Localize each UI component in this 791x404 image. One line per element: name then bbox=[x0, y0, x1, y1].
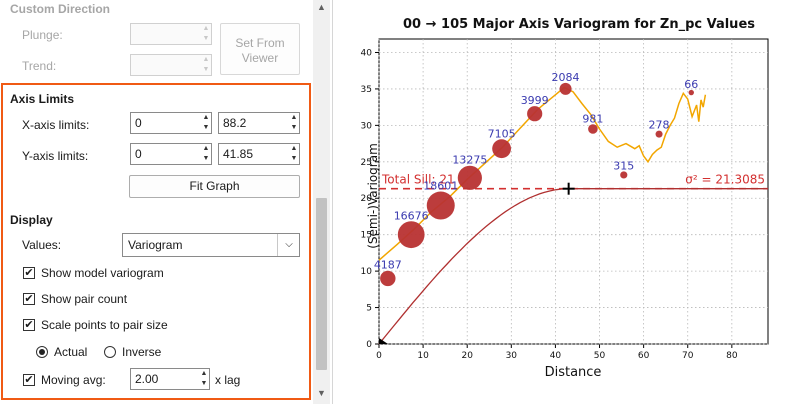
display-title: Display bbox=[10, 213, 53, 227]
y-max-input[interactable]: 41.85 ▲ ▼ bbox=[218, 143, 300, 165]
spin-arrows-icon[interactable]: ▲ ▼ bbox=[290, 114, 298, 131]
y-tick-label: 20 bbox=[361, 194, 373, 204]
pair-count-label: 13275 bbox=[452, 154, 487, 167]
y-tick-label: 15 bbox=[361, 231, 372, 241]
y-min-input[interactable]: 0 ▲ ▼ bbox=[130, 143, 212, 165]
variogram-point bbox=[397, 221, 425, 249]
fit-graph-button[interactable]: Fit Graph bbox=[129, 175, 300, 198]
spin-arrows-icon: ▲ ▼ bbox=[202, 56, 210, 73]
y-tick-label: 40 bbox=[361, 48, 373, 58]
x-tick-label: 30 bbox=[506, 351, 518, 361]
show-pair-count-checkbox[interactable]: ✔ bbox=[23, 293, 35, 305]
y-tick-label: 35 bbox=[361, 85, 372, 95]
moving-avg-label: Moving avg: bbox=[41, 373, 106, 387]
spin-arrows-icon[interactable]: ▲ ▼ bbox=[200, 370, 208, 387]
moving-avg-input[interactable]: 2.00 ▲ ▼ bbox=[130, 368, 210, 390]
pair-count-label: 278 bbox=[649, 119, 670, 132]
pair-count-label: 2084 bbox=[552, 71, 580, 84]
scroll-up-icon[interactable]: ▲ bbox=[317, 2, 326, 12]
x-min-input[interactable]: 0 ▲ ▼ bbox=[130, 112, 212, 134]
variogram-point bbox=[380, 270, 396, 287]
pair-count-label: 18601 bbox=[423, 180, 458, 193]
pair-count-label: 315 bbox=[613, 159, 634, 172]
scrollbar-thumb[interactable] bbox=[316, 198, 327, 370]
y-tick-label: 0 bbox=[366, 340, 372, 350]
panel-scrollbar[interactable]: ▲ ▼ bbox=[313, 0, 330, 404]
show-model-label[interactable]: Show model variogram bbox=[41, 266, 164, 280]
settings-panel: Custom Direction Plunge: ▲ ▼ Trend: ▲ ▼ Se… bbox=[0, 0, 333, 404]
origin-marker bbox=[379, 338, 388, 344]
y-tick-label: 10 bbox=[361, 267, 373, 277]
set-from-viewer-button: Set From Viewer bbox=[220, 23, 300, 75]
x-axis-label: Distance bbox=[545, 365, 602, 380]
variogram-point bbox=[588, 124, 598, 134]
radio-inverse-label[interactable]: Inverse bbox=[122, 345, 162, 359]
y-tick-label: 30 bbox=[361, 121, 373, 131]
x-tick-label: 40 bbox=[550, 351, 562, 361]
scroll-down-icon[interactable]: ▼ bbox=[317, 388, 326, 398]
x-tick-label: 80 bbox=[726, 351, 738, 361]
variogram-point bbox=[655, 130, 663, 138]
variogram-chart: 00 → 105 Major Axis Variogram for Zn_pc … bbox=[361, 17, 769, 380]
y-axis-limits-label: Y-axis limits: bbox=[22, 149, 89, 163]
spin-arrows-icon: ▲ ▼ bbox=[202, 25, 210, 42]
variogram-point bbox=[620, 171, 628, 179]
trend-input: ▲ ▼ bbox=[130, 54, 212, 76]
chevron-down-icon[interactable]: ⌵ bbox=[277, 234, 300, 256]
chart-area: 00 → 105 Major Axis Variogram for Zn_pc … bbox=[333, 0, 791, 404]
spin-arrows-icon[interactable]: ▲ ▼ bbox=[202, 114, 210, 131]
values-label: Values: bbox=[22, 238, 62, 252]
x-tick-label: 50 bbox=[594, 351, 606, 361]
variogram-point bbox=[426, 191, 455, 220]
x-tick-label: 20 bbox=[461, 351, 473, 361]
pair-count-label: 981 bbox=[582, 112, 603, 125]
trend-label: Trend: bbox=[22, 59, 57, 73]
radio-actual-label[interactable]: Actual bbox=[54, 345, 88, 359]
custom-direction-title: Custom Direction bbox=[10, 2, 111, 16]
variogram-point bbox=[457, 165, 482, 190]
show-model-checkbox[interactable]: ✔ bbox=[23, 267, 35, 279]
moving-average-line bbox=[378, 86, 707, 261]
chart-title: 00 → 105 Major Axis Variogram for Zn_pc … bbox=[403, 17, 755, 32]
variogram-point bbox=[492, 139, 512, 159]
spin-arrows-icon[interactable]: ▲ ▼ bbox=[290, 145, 298, 162]
show-pair-count-label[interactable]: Show pair count bbox=[41, 292, 128, 306]
y-axis-label: (Semi-)Variogram bbox=[366, 143, 380, 249]
x-tick-label: 10 bbox=[417, 351, 429, 361]
moving-avg-unit: x lag bbox=[215, 373, 241, 387]
pair-count-label: 66 bbox=[684, 78, 698, 91]
pair-count-label: 7105 bbox=[488, 127, 516, 140]
axis-limits-title: Axis Limits bbox=[10, 92, 75, 106]
pair-count-label: 4187 bbox=[374, 259, 402, 272]
x-tick-label: 60 bbox=[638, 351, 650, 361]
radio-inverse[interactable] bbox=[104, 346, 116, 358]
x-tick-label: 0 bbox=[376, 351, 382, 361]
x-max-input[interactable]: 88.2 ▲ ▼ bbox=[218, 112, 300, 134]
moving-avg-checkbox[interactable]: ✔ bbox=[23, 374, 35, 386]
y-tick-label: 25 bbox=[361, 158, 372, 168]
x-axis-limits-label: X-axis limits: bbox=[22, 118, 90, 132]
spin-arrows-icon[interactable]: ▲ ▼ bbox=[202, 145, 210, 162]
variogram-point bbox=[559, 82, 572, 95]
scale-points-label[interactable]: Scale points to pair size bbox=[41, 318, 168, 332]
y-tick-label: 5 bbox=[366, 304, 372, 314]
variogram-point bbox=[688, 89, 694, 96]
values-select[interactable]: Variogram ⌵ bbox=[122, 233, 300, 257]
values-selected: Variogram bbox=[128, 238, 183, 252]
highlight-box bbox=[1, 83, 311, 400]
pair-count-label: 16676 bbox=[394, 209, 429, 222]
scale-points-checkbox[interactable]: ✔ bbox=[23, 319, 35, 331]
plunge-label: Plunge: bbox=[22, 28, 63, 42]
variogram-point bbox=[527, 106, 543, 122]
radio-actual[interactable] bbox=[36, 346, 48, 358]
pair-count-label: 3999 bbox=[521, 94, 549, 107]
sill-value-label: σ² = 21.3085 bbox=[685, 173, 765, 187]
plunge-input: ▲ ▼ bbox=[130, 23, 212, 45]
x-tick-label: 70 bbox=[682, 351, 694, 361]
sill-label: Total Sill: 21 bbox=[381, 173, 455, 187]
